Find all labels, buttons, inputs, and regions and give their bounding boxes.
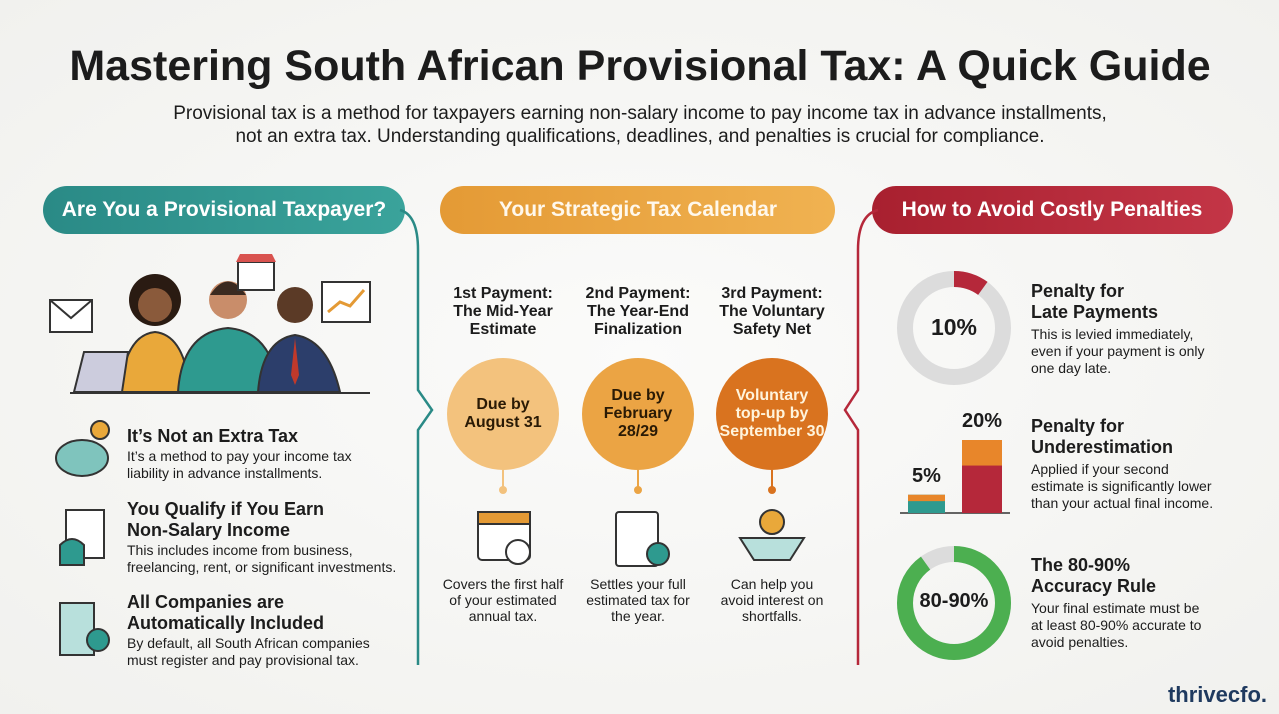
due-date: top-up by [735, 405, 809, 422]
date-circle [447, 358, 559, 470]
ring-label: 80-90% [919, 590, 989, 612]
penalty-text: Applied if your second [1031, 461, 1169, 477]
icons [55, 420, 806, 656]
payment-note: avoid interest on [720, 592, 824, 608]
penalty-text: estimate is significantly lower [1031, 478, 1212, 494]
payment-note: Can help you [730, 576, 814, 592]
bar-label: 5% [912, 464, 941, 487]
people-illustration [49, 254, 371, 394]
pill [43, 186, 405, 234]
payment-note: annual tax. [468, 608, 538, 624]
payment-note: the year. [611, 608, 665, 624]
item-title: All Companies are [127, 592, 285, 612]
connector-dot [499, 486, 507, 494]
payment-note: Covers the first half [442, 576, 564, 592]
connector-dot [768, 486, 776, 494]
item-text: freelancing, rent, or significant invest… [127, 559, 397, 575]
due-date: Due by [611, 387, 665, 404]
item-text: It’s a method to pay your income tax [127, 448, 352, 464]
ring-arc [897, 271, 1011, 385]
payment-title: The Year-End [587, 303, 689, 320]
item-title: Non-Salary Income [127, 520, 291, 540]
penalty-text: Your final estimate must be [1031, 600, 1200, 616]
payment-title: Finalization [594, 321, 682, 338]
brand: thrivecfo. [1167, 682, 1267, 707]
payment-title: 3rd Payment: [721, 285, 823, 302]
due-date: Due by [476, 396, 530, 413]
penalty-title: Late Payments [1031, 302, 1159, 322]
payment-title: The Voluntary [719, 303, 825, 320]
divider [843, 208, 879, 665]
penalty-title: Accuracy Rule [1031, 576, 1157, 596]
subtitle: Provisional tax is a method for taxpayer… [173, 103, 1107, 124]
due-date: September 30 [719, 423, 825, 440]
item-title: You Qualify if You Earn [127, 499, 325, 519]
ring-arc [897, 546, 1011, 660]
payment-note: of your estimated [449, 592, 557, 608]
item-text: must register and pay provisional tax. [127, 652, 359, 668]
payment-title: Estimate [469, 321, 537, 338]
payment-title: Safety Net [732, 321, 812, 338]
divider [399, 208, 434, 665]
bar-cap [962, 440, 1002, 466]
bar-cap [908, 494, 945, 502]
pill [440, 186, 835, 234]
penalty-title: The 80-90% [1031, 555, 1131, 575]
date-circle [582, 358, 694, 470]
penalty-text: even if your payment is only [1031, 343, 1205, 359]
section-heading: Your Strategic Tax Calendar [498, 198, 778, 221]
item-text: This includes income from business, [127, 542, 353, 558]
penalty-title: Penalty for [1031, 416, 1125, 436]
item-title: It’s Not an Extra Tax [127, 426, 299, 446]
due-date: February [603, 405, 673, 422]
payment-title: 1st Payment: [453, 285, 553, 302]
ring-label: 10% [930, 314, 978, 340]
section-heading: Are You a Provisional Taxpayer? [61, 198, 387, 221]
payment-title: The Mid-Year [453, 303, 553, 320]
section-heading: How to Avoid Costly Penalties [901, 198, 1203, 221]
pill [872, 186, 1233, 234]
payment-note: estimated tax for [586, 592, 690, 608]
due-date: August 31 [464, 414, 542, 431]
penalty-text: avoid penalties. [1031, 634, 1129, 650]
due-date: Voluntary [735, 387, 809, 404]
penalty-text: at least 80-90% accurate to [1031, 617, 1202, 633]
subtitle: not an extra tax. Understanding qualific… [235, 126, 1045, 147]
item-text: By default, all South African companies [127, 635, 370, 651]
penalty-text: one day late. [1031, 360, 1112, 376]
item-text: liability in advance installments. [127, 465, 323, 481]
payment-title: 2nd Payment: [585, 285, 691, 302]
date-circle [716, 358, 828, 470]
due-date: 28/29 [617, 423, 659, 440]
penalty-text: than your actual final income. [1031, 495, 1214, 511]
payment-note: shortfalls. [742, 608, 802, 624]
connector-dot [634, 486, 642, 494]
penalty-title: Underestimation [1031, 437, 1174, 457]
payment-note: Settles your full [590, 576, 686, 592]
penalty-text: This is levied immediately, [1031, 326, 1194, 342]
penalty-title: Penalty for [1031, 281, 1125, 301]
title: Mastering South African Provisional Tax:… [69, 42, 1211, 90]
item-title: Automatically Included [127, 613, 325, 633]
bar-label: 20% [961, 410, 1003, 432]
